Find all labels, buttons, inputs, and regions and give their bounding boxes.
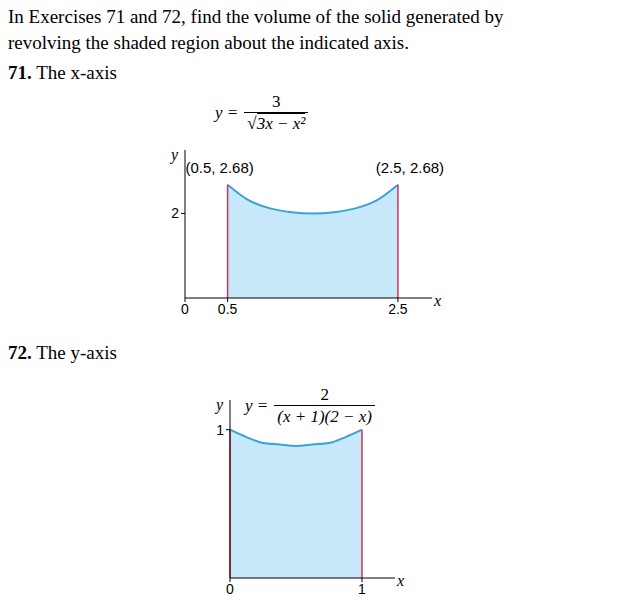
svg-text:(0.5, 2.68): (0.5, 2.68) <box>185 159 253 176</box>
html-text:revolving the shaded region ab: revolving the shaded region about the in… <box>8 32 409 53</box>
html-text:√ 3x − x²: √ 3x − x² <box>247 114 306 133</box>
svg-text:1: 1 <box>358 581 366 597</box>
html-text:72. The y-axis: 72. The y-axis <box>8 342 117 363</box>
svg-text:x: x <box>396 572 404 589</box>
svg-text:2.5: 2.5 <box>388 301 408 317</box>
svg-text:x: x <box>433 292 441 309</box>
svg-text:0: 0 <box>226 581 234 597</box>
svg-text:2: 2 <box>171 205 179 221</box>
html-text:y =: y = <box>245 396 269 415</box>
html-text:71. The x-axis: 71. The x-axis <box>8 62 117 83</box>
svg-text:0: 0 <box>181 301 189 317</box>
html-text:(x + 1)(2 − x): (x + 1)(2 − x) <box>277 407 372 426</box>
html-text:y =: y = <box>215 103 239 122</box>
svg-text:y: y <box>214 396 224 414</box>
html-text:2: 2 <box>320 385 329 404</box>
svg-text:0.5: 0.5 <box>218 301 238 317</box>
svg-text:y: y <box>169 146 179 164</box>
svg-text:1: 1 <box>216 422 224 438</box>
html-text:In Exercises 71 and 72, find t: In Exercises 71 and 72, find the volume … <box>8 6 504 27</box>
html-text:3: 3 <box>272 92 281 111</box>
svg-text:(2.5, 2.68): (2.5, 2.68) <box>376 159 444 176</box>
